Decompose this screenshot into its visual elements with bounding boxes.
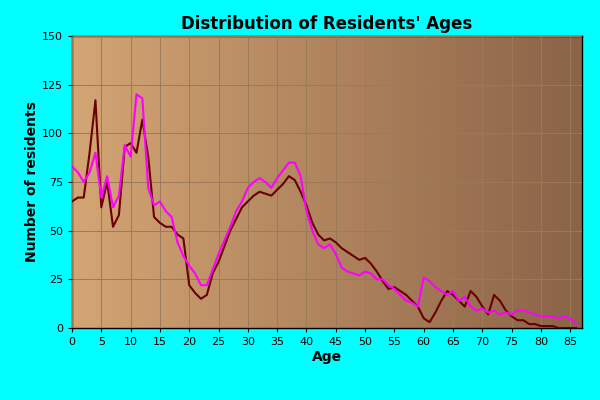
Y-axis label: Number of residents: Number of residents — [25, 102, 39, 262]
X-axis label: Age: Age — [312, 350, 342, 364]
Title: Distribution of Residents' Ages: Distribution of Residents' Ages — [181, 15, 473, 33]
